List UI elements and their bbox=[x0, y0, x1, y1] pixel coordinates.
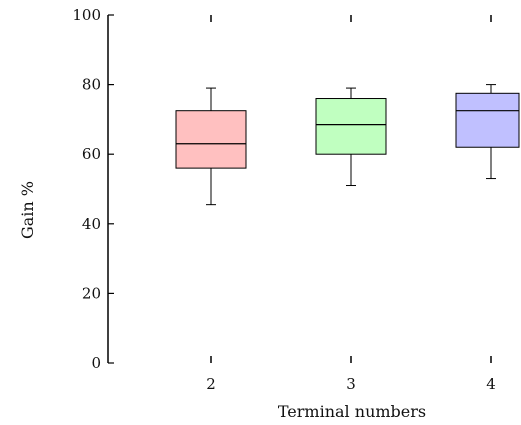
x-axis-label: Terminal numbers bbox=[278, 402, 426, 421]
x-tick-label: 4 bbox=[486, 375, 496, 393]
y-tick-label: 20 bbox=[82, 284, 101, 302]
y-tick-label: 80 bbox=[82, 76, 101, 94]
y-axis-label: Gain % bbox=[18, 181, 37, 239]
y-tick-label: 40 bbox=[82, 215, 101, 233]
box-group bbox=[175, 87, 247, 206]
y-axis: 0 20 40 60 80 100 bbox=[72, 6, 114, 372]
boxes bbox=[175, 84, 520, 206]
y-tick-label: 0 bbox=[91, 354, 101, 372]
box-group bbox=[315, 87, 387, 187]
box-iqr bbox=[175, 110, 247, 169]
box-iqr bbox=[455, 92, 520, 148]
x-tick-label: 2 bbox=[206, 375, 216, 393]
y-tick-label: 60 bbox=[82, 145, 101, 163]
box-iqr bbox=[315, 98, 387, 155]
box-group bbox=[455, 84, 520, 180]
x-axis: 2 3 4 bbox=[206, 15, 496, 393]
x-tick-label: 3 bbox=[346, 375, 356, 393]
y-tick-label: 100 bbox=[72, 6, 101, 24]
